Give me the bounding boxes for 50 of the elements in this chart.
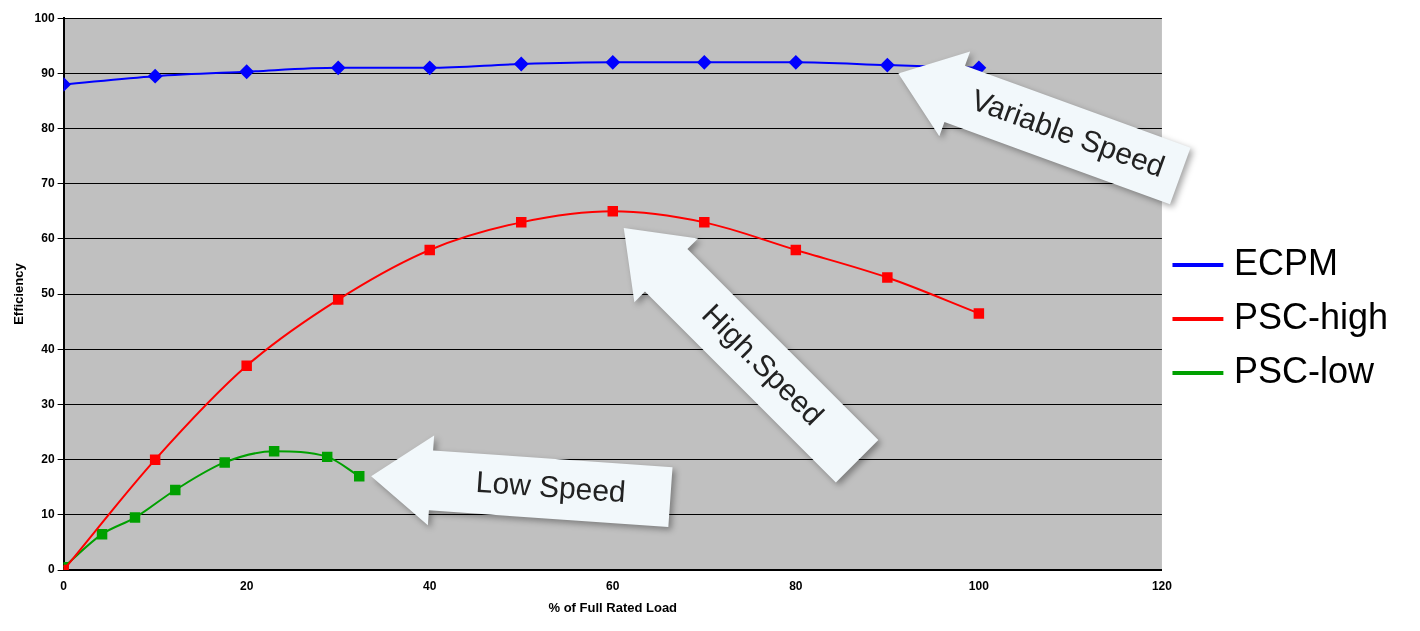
point xyxy=(170,484,181,496)
legend-label: PSC-high xyxy=(1233,295,1389,337)
point xyxy=(354,470,365,482)
y-tick-label: 50 xyxy=(41,286,55,301)
y-tick-label: 0 xyxy=(47,562,55,577)
point xyxy=(605,55,620,70)
legend-label: PSC-low xyxy=(1233,349,1375,391)
point xyxy=(788,55,803,70)
point xyxy=(331,60,346,75)
point xyxy=(96,528,108,540)
y-tick-label: 80 xyxy=(41,120,55,135)
point xyxy=(148,69,163,84)
x-tick-label: 100 xyxy=(968,578,990,593)
point xyxy=(219,457,230,468)
x-tick-label: 0 xyxy=(60,578,68,593)
point xyxy=(697,55,712,70)
point xyxy=(149,454,161,465)
annotation: Low Speed xyxy=(474,464,627,509)
y-tick-label: 90 xyxy=(41,65,55,80)
y-tick-label: 100 xyxy=(34,10,55,25)
point xyxy=(129,512,141,523)
x-tick-label: 60 xyxy=(606,578,620,593)
point xyxy=(516,217,527,228)
point xyxy=(239,64,254,79)
y-tick-label: 30 xyxy=(41,396,55,411)
x-axis-title: % of Full Rated Load xyxy=(548,599,678,615)
point xyxy=(882,272,893,283)
y-axis-title: Efficiency xyxy=(11,262,27,325)
legend-label: ECPM xyxy=(1233,241,1338,283)
point xyxy=(790,244,802,256)
point xyxy=(241,360,252,372)
y-tick-label: 70 xyxy=(41,176,55,191)
point xyxy=(973,308,985,319)
y-tick-label: 20 xyxy=(41,451,55,466)
point xyxy=(607,206,619,217)
x-tick-label: 80 xyxy=(789,578,803,593)
point xyxy=(422,60,437,75)
point xyxy=(424,244,435,256)
y-tick-label: 10 xyxy=(41,507,55,522)
y-tick-label: 60 xyxy=(41,231,55,246)
x-tick-label: 120 xyxy=(1151,578,1173,593)
x-tick-label: 40 xyxy=(423,578,437,593)
point xyxy=(699,217,710,228)
point xyxy=(514,57,529,71)
point xyxy=(332,294,344,305)
point xyxy=(880,58,895,73)
point xyxy=(321,451,333,463)
point xyxy=(268,446,280,457)
x-tick-label: 20 xyxy=(239,578,254,593)
y-tick-label: 40 xyxy=(41,341,55,356)
